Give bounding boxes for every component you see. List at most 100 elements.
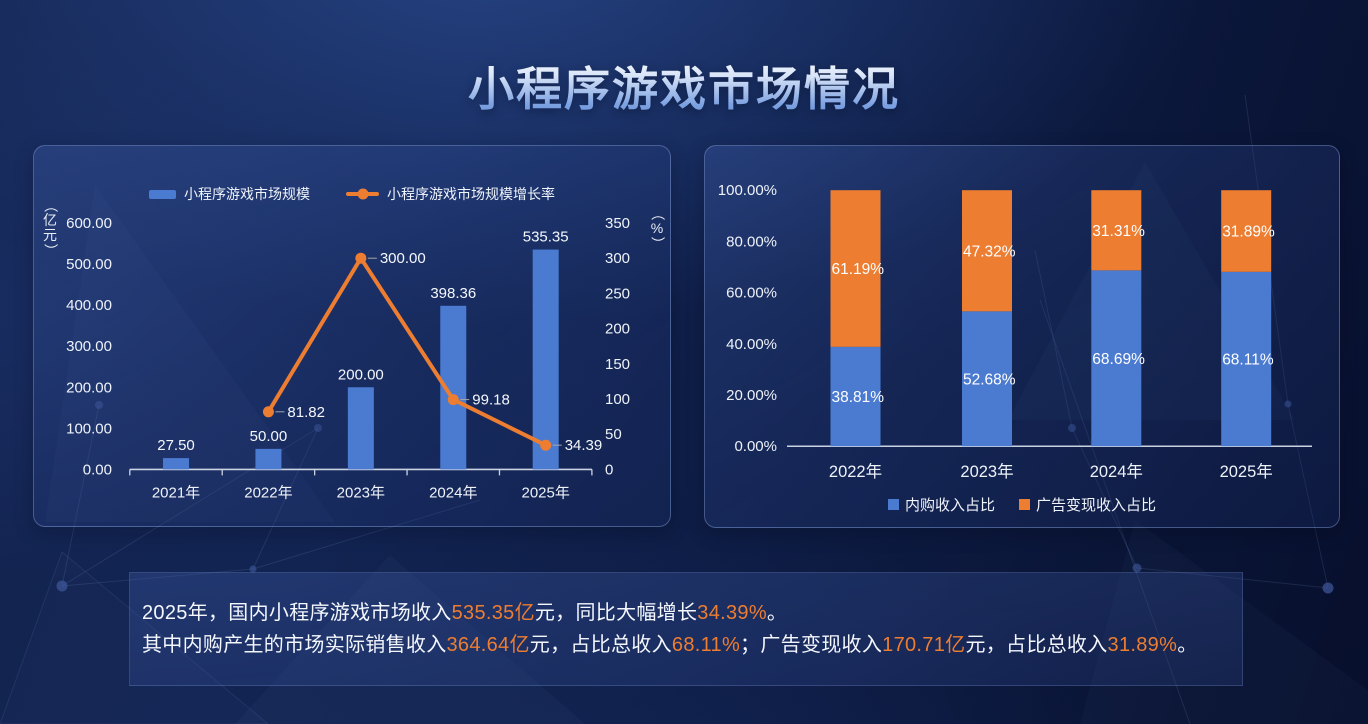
x-axis-category-label: 2025年: [1220, 462, 1273, 481]
left-axis-tick: 200.00: [66, 379, 112, 396]
x-axis-category-label: 2022年: [244, 484, 292, 501]
stack-segment-2023年-0: [962, 311, 1012, 447]
revenue-share-chart: 0.00% 20.00% 40.00% 60.00% 80.00% 100.00% 38.8…: [718, 182, 1312, 481]
summary-highlight-value: 364.64亿: [446, 634, 530, 656]
legend-item-growth-rate: 小程序游戏市场规模增长率: [346, 184, 555, 204]
stack-segment-2024年-0: [1091, 270, 1142, 447]
summary-text: ；广告变现收入: [740, 634, 883, 656]
summary-text: 其中内购产生的市场实际销售收入: [142, 634, 447, 656]
segment-value-label: 31.89%: [1222, 224, 1275, 241]
right-axis-tick: 200: [605, 321, 630, 338]
stack-segment-2025年-0: [1221, 271, 1272, 447]
x-axis-category-label: 2024年: [1090, 462, 1143, 481]
y-axis-tick: 20.00%: [726, 387, 777, 404]
legend-label-market-size: 小程序游戏市场规模: [184, 186, 310, 202]
y-axis-tick: 80.00%: [726, 233, 777, 250]
legend-label-growth-rate: 小程序游戏市场规模增长率: [387, 186, 555, 202]
y-axis-tick: 40.00%: [726, 336, 777, 353]
bar-series-swatch: [149, 189, 176, 199]
market-size-bar-2021年: [163, 458, 190, 470]
summary-text: 。: [1177, 634, 1198, 656]
stack-segment-2022年-1: [830, 190, 881, 347]
market-size-chart: 0.00 100.00 200.00 300.00 400.00 500.00 600.00…: [66, 215, 630, 501]
growth-rate-point-2024年: [447, 394, 459, 406]
summary-text: 2025年，国内小程序游戏市场收入: [142, 602, 452, 624]
legend-label-iap-share: 内购收入占比: [904, 497, 995, 514]
summary-line-1: 2025年，国内小程序游戏市场收入535.35亿元，同比大幅增长34.39%。: [142, 597, 1226, 629]
segment-value-label: 61.19%: [832, 261, 885, 278]
summary-text-box: 2025年，国内小程序游戏市场收入535.35亿元，同比大幅增长34.39%。 …: [129, 572, 1243, 686]
summary-highlight-value: 34.39%: [697, 602, 767, 624]
summary-text: 元，占比总收入: [529, 634, 672, 656]
line-series-swatch: [346, 188, 379, 200]
line-value-label: 81.82: [287, 404, 325, 421]
market-size-bar-2022年: [255, 448, 282, 470]
segment-value-label: 52.68%: [963, 371, 1016, 388]
x-axis-category-label: 2021年: [152, 484, 200, 501]
right-axis-unit-label: （%）: [649, 206, 666, 251]
left-axis-tick: 400.00: [66, 297, 112, 314]
legend-item-iap-share: 内购收入占比: [887, 494, 995, 515]
right-axis-tick: 350: [605, 215, 630, 232]
summary-line-2: 其中内购产生的市场实际销售收入364.64亿元，占比总收入68.11%；广告变现…: [142, 629, 1226, 661]
segment-value-label: 38.81%: [832, 389, 885, 406]
growth-rate-point-2025年: [540, 439, 552, 451]
legend-label-ad-share: 广告变现收入占比: [1036, 497, 1157, 514]
y-axis-tick: 100.00%: [718, 182, 777, 199]
ad-series-swatch: [1019, 499, 1030, 510]
segment-value-label: 68.11%: [1222, 352, 1274, 369]
revenue-chart-legend: 内购收入占比 广告变现收入占比: [705, 494, 1339, 515]
summary-highlight-value: 68.11%: [671, 634, 741, 656]
summary-highlight-value: 31.89%: [1107, 634, 1178, 656]
right-axis-tick: 300: [605, 250, 630, 267]
iap-series-swatch: [887, 499, 899, 510]
summary-text: 。: [766, 602, 788, 624]
stack-segment-2024年-1: [1091, 190, 1142, 271]
market-chart-legend: 小程序游戏市场规模 小程序游戏市场规模增长率: [34, 184, 670, 204]
y-axis-tick: 60.00%: [726, 285, 777, 302]
summary-text: 元，同比大幅增长: [534, 602, 698, 624]
y-axis-tick: 0.00%: [734, 438, 777, 455]
right-axis-tick: 150: [605, 356, 630, 373]
left-axis-unit-label: （亿元）: [42, 198, 59, 258]
segment-value-label: 68.69%: [1092, 351, 1145, 368]
left-axis-tick: 600.00: [66, 215, 112, 232]
x-axis-category-label: 2023年: [337, 484, 385, 501]
growth-rate-point-2022年: [262, 406, 274, 418]
bar-value-label: 200.00: [338, 366, 384, 383]
bar-value-label: 50.00: [250, 428, 288, 445]
market-size-chart-panel: 小程序游戏市场规模 小程序游戏市场规模增长率 （亿元） （%） 0.00 100.…: [33, 145, 671, 527]
left-axis-tick: 300.00: [66, 338, 112, 355]
stack-segment-2025年-1: [1221, 190, 1272, 272]
summary-text: 元，占比总收入: [965, 634, 1108, 656]
legend-item-ad-share: 广告变现收入占比: [1019, 494, 1156, 515]
summary-highlight-value: 170.71亿: [882, 634, 966, 656]
left-axis-tick: 100.00: [66, 420, 112, 437]
growth-rate-line: [266, 256, 548, 448]
stack-segment-2023年-1: [962, 190, 1012, 312]
page-title: 小程序游戏市场情况: [0, 53, 1368, 119]
right-axis-tick: 250: [605, 285, 630, 302]
market-size-bar-2023年: [347, 387, 374, 470]
right-axis-tick: 0: [605, 461, 613, 478]
line-series-dot: [357, 188, 368, 200]
growth-rate-point-2023年: [355, 252, 367, 264]
bar-value-label: 27.50: [157, 437, 195, 454]
bar-value-label: 398.36: [430, 285, 476, 302]
revenue-share-chart-panel: 0.00% 20.00% 40.00% 60.00% 80.00% 100.00% 38.8…: [704, 145, 1340, 528]
x-axis-category-label: 2024年: [429, 484, 477, 501]
right-axis-tick: 50: [605, 426, 622, 443]
right-axis-tick: 100: [605, 391, 630, 408]
stack-segment-2022年-0: [830, 346, 881, 447]
legend-item-market-size: 小程序游戏市场规模: [149, 184, 310, 204]
x-axis-category-label: 2023年: [960, 462, 1013, 481]
line-value-label: 300.00: [380, 250, 426, 267]
left-axis-tick: 500.00: [66, 256, 112, 273]
segment-value-label: 47.32%: [963, 243, 1016, 260]
line-value-label: 34.39: [565, 437, 603, 454]
summary-highlight-value: 535.35亿: [451, 602, 535, 624]
segment-value-label: 31.31%: [1092, 223, 1145, 240]
market-size-bar-2025年: [532, 249, 559, 470]
x-axis-category-label: 2025年: [522, 484, 570, 501]
